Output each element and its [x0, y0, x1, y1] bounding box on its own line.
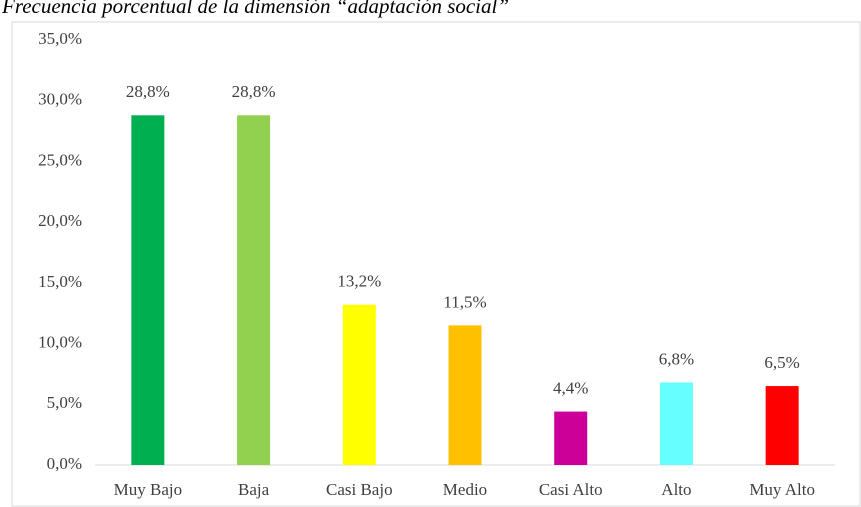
data-label: 4,4%: [553, 378, 588, 397]
data-label: 6,5%: [764, 353, 799, 372]
y-tick-label: 35,0%: [38, 29, 82, 48]
data-label: 28,8%: [126, 82, 170, 101]
bar: [448, 325, 482, 465]
bar: [765, 386, 799, 465]
data-label: 6,8%: [659, 349, 694, 368]
bar: [131, 115, 165, 466]
bar: [237, 115, 271, 466]
y-tick-label: 25,0%: [38, 150, 82, 169]
y-tick-label: 10,0%: [38, 332, 82, 351]
y-tick-label: 30,0%: [38, 90, 82, 109]
x-tick-label: Muy Alto: [749, 480, 815, 499]
bar: [342, 304, 376, 465]
data-label: 13,2%: [337, 272, 381, 291]
x-tick-label: Casi Alto: [539, 480, 603, 499]
chart-title: Frecuencia porcentual de la dimensión “a…: [1, 0, 509, 18]
x-tick-label: Alto: [661, 480, 691, 499]
bar: [554, 411, 588, 465]
y-tick-label: 20,0%: [38, 211, 82, 230]
x-tick-label: Casi Bajo: [326, 480, 393, 499]
x-tick-label: Medio: [443, 480, 487, 499]
bar: [659, 382, 693, 465]
x-tick-label: Baja: [238, 480, 270, 499]
y-tick-label: 15,0%: [38, 272, 82, 291]
y-tick-label: 0,0%: [47, 454, 82, 473]
y-tick-label: 5,0%: [47, 393, 82, 412]
x-tick-label: Muy Bajo: [114, 480, 182, 499]
data-label: 28,8%: [232, 82, 276, 101]
data-label: 11,5%: [443, 292, 486, 311]
